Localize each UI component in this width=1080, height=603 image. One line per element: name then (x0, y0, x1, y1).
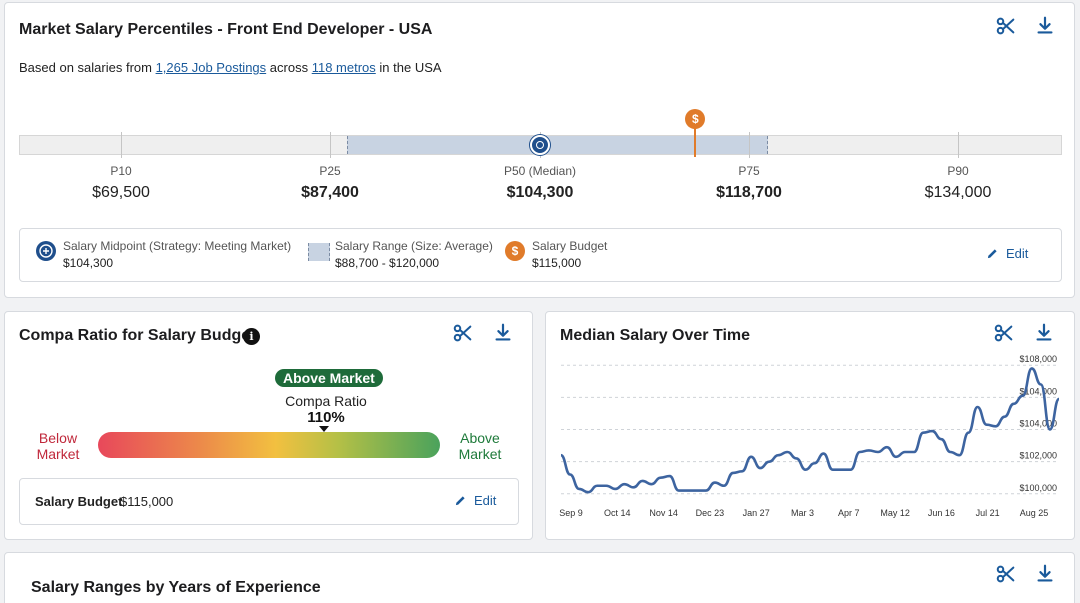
legend-budget: Salary Budget $115,000 (532, 239, 607, 270)
percentile-tick (958, 132, 959, 158)
percentile-label: P10 (110, 164, 132, 178)
x-tick-label: Dec 23 (696, 508, 725, 518)
percentile-tick (749, 132, 750, 158)
compa-edit-label: Edit (474, 493, 497, 508)
info-icon[interactable]: i (243, 328, 260, 345)
percentile-value: $69,500 (92, 184, 150, 201)
y-tick-label: $102,000 (1019, 451, 1057, 461)
percentiles-legend: Salary Midpoint (Strategy: Meeting Marke… (19, 228, 1062, 282)
x-tick-label: Aug 25 (1020, 508, 1049, 518)
y-tick-label: $104,000 (1019, 419, 1057, 429)
pencil-icon (455, 496, 465, 506)
above-line2: Market (458, 446, 502, 462)
download-icon[interactable] (1033, 322, 1055, 344)
x-tick-label: May 12 (880, 508, 910, 518)
legend-budget-value: $115,000 (532, 256, 582, 270)
percentile-label: P50 (Median) (503, 164, 577, 178)
midpoint-plus-icon (36, 241, 56, 261)
midpoint-target-icon[interactable] (530, 135, 550, 155)
legend-budget-label: Salary Budget (532, 239, 608, 253)
x-tick-label: Oct 14 (604, 508, 631, 518)
legend-midpoint: Salary Midpoint (Strategy: Meeting Marke… (63, 239, 291, 270)
x-tick-label: Sep 9 (559, 508, 583, 518)
legend-edit-button[interactable]: Edit (987, 246, 1028, 261)
y-tick-label: $100,000 (1019, 483, 1057, 493)
compa-edit-button[interactable]: Edit (455, 493, 496, 508)
below-market-label: Below Market (27, 430, 89, 462)
percentiles-card: Market Salary Percentiles - Front End De… (4, 2, 1075, 298)
scissors-icon[interactable] (452, 322, 474, 344)
percentile-label: P90 (947, 164, 969, 178)
x-tick-label: Mar 3 (791, 508, 814, 518)
percentile-value: $87,400 (301, 184, 359, 201)
y-tick-label: $108,000 (1019, 354, 1057, 364)
subtitle-prefix: Based on salaries from (19, 60, 152, 75)
below-line1: Below (38, 430, 78, 446)
median-salary-line (560, 367, 1061, 494)
metros-link[interactable]: 118 metros (311, 60, 376, 75)
percentiles-title: Market Salary Percentiles - Front End De… (19, 21, 433, 38)
compa-ratio-value: 110% (307, 409, 345, 426)
legend-range-value: $88,700 - $120,000 (335, 256, 440, 270)
scissors-icon[interactable] (995, 15, 1017, 37)
compa-ratio-label: Compa Ratio (285, 393, 367, 409)
legend-range-label: Salary Range (Size: Average) (335, 239, 493, 253)
job-postings-link[interactable]: 1,265 Job Postings (155, 60, 267, 75)
compa-budget-value: $115,000 (120, 494, 174, 509)
percentile-label: P75 (738, 164, 760, 178)
percentile-tick (121, 132, 122, 158)
percentile-tick (330, 132, 331, 158)
above-market-label: Above Market (448, 430, 512, 462)
subtitle-mid: across (269, 60, 309, 75)
legend-midpoint-label: Salary Midpoint (Strategy: Meeting Marke… (63, 239, 292, 253)
download-icon[interactable] (1034, 563, 1056, 585)
above-market-badge: Above Market (275, 369, 383, 387)
subtitle-suffix: in the USA (379, 60, 442, 75)
legend-range-swatch (308, 243, 330, 261)
compa-ratio-card: Compa Ratio for Salary Budget i Above Ma… (4, 311, 533, 540)
ranges-title: Salary Ranges by Years of Experience (31, 579, 321, 596)
median-salary-card: Median Salary Over Time $100,000 $102,000… (545, 311, 1075, 540)
y-tick-label: $104,000 (1019, 386, 1057, 396)
scissors-icon[interactable] (995, 563, 1017, 585)
percentile-value: $118,700 (716, 184, 782, 201)
dollar-icon[interactable]: $ (685, 109, 706, 129)
download-icon[interactable] (492, 322, 514, 344)
above-line1: Above (460, 430, 500, 446)
salary-budget-line (694, 121, 697, 157)
below-line2: Market (36, 446, 80, 462)
compa-budget-label: Salary Budget (35, 494, 123, 509)
legend-range: Salary Range (Size: Average) $88,700 - $… (335, 239, 493, 270)
x-tick-label: Jun 16 (928, 508, 955, 518)
median-title: Median Salary Over Time (560, 327, 751, 344)
pencil-icon (987, 249, 997, 259)
x-tick-label: Jul 21 (976, 508, 1000, 518)
x-tick-label: Nov 14 (649, 508, 678, 518)
salary-ranges-card: Salary Ranges by Years of Experience (4, 552, 1075, 603)
salary-range-band (347, 136, 768, 154)
percentile-value: $134,000 (924, 184, 992, 201)
median-salary-chart: $100,000 $102,000 $104,000 $104,000 $108,000… (559, 354, 1061, 518)
percentile-value: $104,300 (506, 184, 574, 201)
legend-edit-label: Edit (1006, 246, 1029, 261)
x-tick-label: Apr 7 (838, 508, 860, 518)
compa-title: Compa Ratio for Salary Budget (19, 327, 256, 344)
budget-dollar-icon: $ (505, 241, 525, 261)
compa-pointer (318, 426, 329, 432)
percentile-label: P25 (319, 164, 341, 178)
download-icon[interactable] (1034, 15, 1056, 37)
compa-gradient-bar (98, 432, 440, 458)
compa-budget-box: Salary Budget $115,000 Edit (19, 478, 519, 525)
scissors-icon[interactable] (993, 322, 1015, 344)
legend-midpoint-value: $104,300 (63, 256, 114, 270)
x-tick-label: Jan 27 (743, 508, 770, 518)
percentiles-subtitle: Based on salaries from 1,265 Job Posting… (19, 60, 442, 75)
